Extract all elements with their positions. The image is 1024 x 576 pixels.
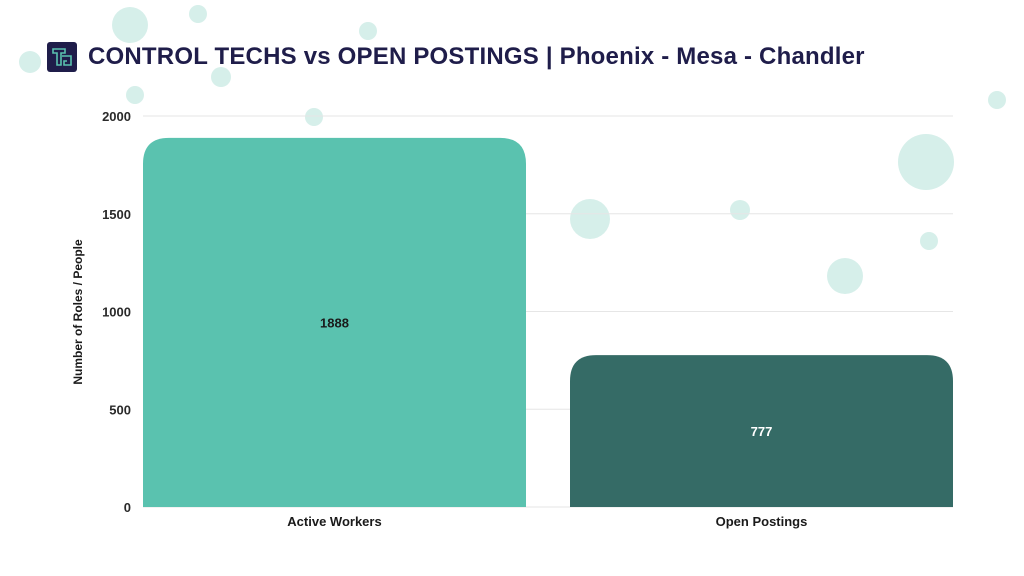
decorative-bubble [19,51,41,73]
decorative-bubble [827,258,863,294]
y-axis-label: Number of Roles / People [71,239,85,385]
chart-title: CONTROL TECHS vs OPEN POSTINGS | Phoenix… [88,43,865,70]
decorative-bubble [988,91,1006,109]
decorative-bubble [898,134,954,190]
bar-active-workers [143,137,526,507]
chart-header: CONTROL TECHS vs OPEN POSTINGS | Phoenix… [47,40,865,74]
y-tick-label: 0 [124,500,131,515]
decorative-bubble [570,199,610,239]
x-category-label: Active Workers [287,514,381,529]
y-tick-label: 500 [109,402,131,417]
y-tick-label: 1000 [102,305,131,320]
brand-logo-icon [47,42,77,72]
decorative-bubble [126,86,144,104]
decorative-bubble [359,22,377,40]
decorative-bubble [920,232,938,250]
bar-value-label: 1888 [320,315,349,330]
decorative-bubble [730,200,750,220]
bar-value-label: 777 [751,424,773,439]
y-tick-label: 1500 [102,207,131,222]
decorative-bubble [211,67,231,87]
decorative-bubble [305,108,323,126]
bar-open-postings [570,355,953,507]
decorative-bubble [189,5,207,23]
x-category-label: Open Postings [716,514,808,529]
decorative-bubble [112,7,148,43]
y-tick-label: 2000 [102,109,131,124]
